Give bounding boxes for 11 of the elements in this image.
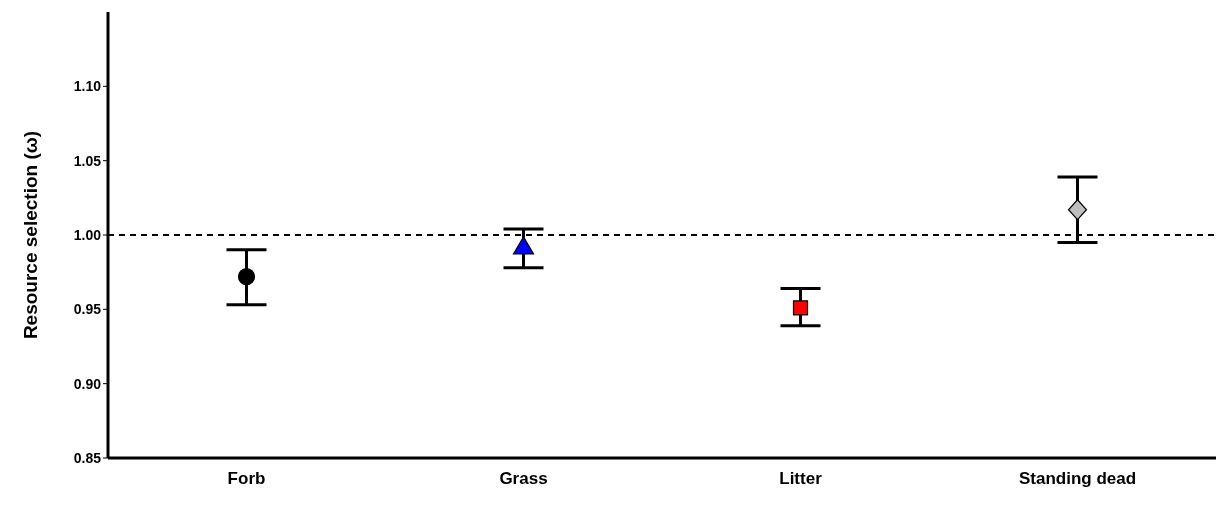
y-tick-label: 0.90 (73, 375, 102, 392)
x-tick-label: Grass (499, 469, 548, 489)
x-tick-label: Standing dead (1018, 469, 1137, 489)
y-tick-label: 1.05 (73, 152, 102, 169)
x-tick-label: Litter (779, 469, 823, 489)
y-tick-label: 0.85 (73, 449, 102, 466)
y-tick-label: 1.00 (73, 226, 102, 243)
y-tick-label: 0.95 (73, 301, 102, 318)
x-tick-label: Forb (227, 469, 266, 489)
y-axis-title: Resource selection (ω) (19, 130, 41, 340)
y-tick-label: 1.10 (73, 78, 102, 95)
